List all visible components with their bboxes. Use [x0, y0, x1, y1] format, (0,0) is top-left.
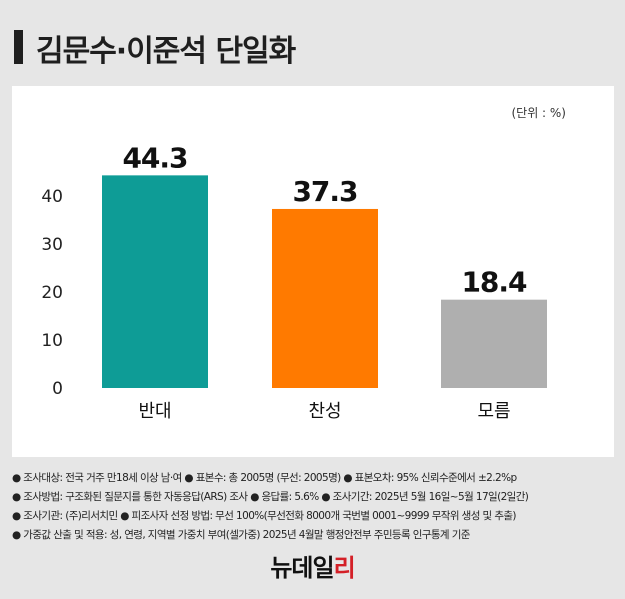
y-tick-label: 0: [52, 379, 63, 399]
data-label: 37.3: [292, 175, 357, 208]
title-accent-bar: [14, 30, 23, 64]
data-label: 18.4: [461, 266, 527, 299]
y-tick-label: 10: [41, 331, 63, 351]
bar: [102, 175, 208, 388]
brand-logo: 뉴데일리: [0, 548, 625, 583]
y-tick-label: 30: [41, 235, 63, 255]
y-tick-label: 40: [41, 187, 63, 207]
bar: [272, 208, 378, 388]
chart-panel: (단위 : %) 0 10 20 30 40 44.3 반대 37.3 찬성 18.4 모름: [12, 86, 614, 457]
y-tick-label: 20: [41, 283, 63, 303]
data-label: 44.3: [122, 141, 187, 174]
logo-text: 뉴데일: [270, 554, 334, 582]
logo-text-accent: 리: [333, 554, 356, 582]
unit-label: (단위 : %): [511, 106, 566, 120]
page-title: 김문수·이준석 단일화: [36, 34, 296, 69]
survey-notes: ● 조사대상: 전국 거주 만18세 이상 남·여 ● 표본수: 총 2005명…: [12, 469, 617, 545]
category-label: 반대: [138, 401, 171, 422]
bar: [441, 299, 547, 388]
note-line: ● 조사대상: 전국 거주 만18세 이상 남·여 ● 표본수: 총 2005명…: [12, 472, 517, 484]
category-label: 모름: [477, 401, 510, 422]
bar-chart: 0 10 20 30 40 44.3 반대 37.3 찬성 18.4 모름: [41, 141, 547, 422]
note-line: ● 조사기관: (주)리서치민 ● 피조사자 선정 방법: 무선 100%(무선…: [12, 510, 517, 522]
note-line: ● 가중값 산출 및 적용: 성, 연령, 지역별 가중치 부여(셀가중) 20…: [12, 529, 470, 541]
category-label: 찬성: [308, 401, 341, 422]
note-line: ● 조사방법: 구조화된 질문지를 통한 자동응답(ARS) 조사 ● 응답률:…: [12, 491, 529, 503]
